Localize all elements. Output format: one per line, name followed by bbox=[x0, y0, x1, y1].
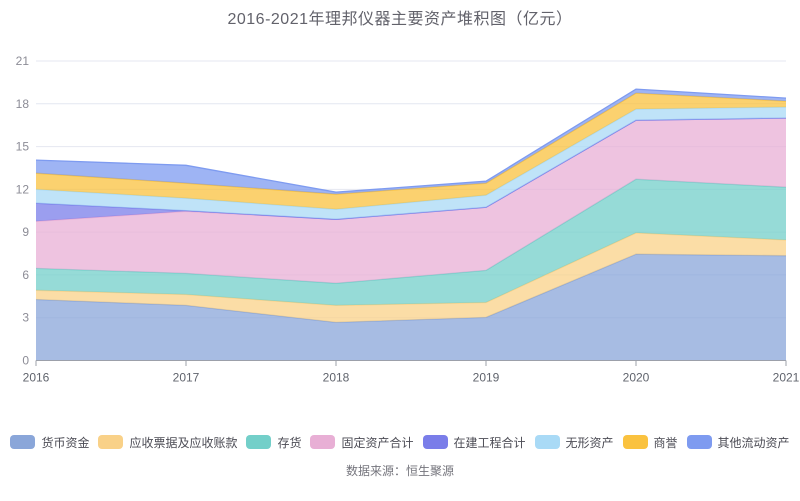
legend-label: 无形资产 bbox=[565, 435, 614, 450]
y-tick-label: 21 bbox=[16, 54, 30, 68]
legend-swatch bbox=[98, 435, 124, 449]
y-tick-label: 9 bbox=[22, 225, 29, 239]
x-tick-label: 2018 bbox=[323, 371, 350, 385]
legend-swatch bbox=[622, 435, 648, 449]
legend-item-8[interactable]: 其他流动资产 bbox=[686, 434, 790, 451]
legend-item-2[interactable]: 应收票据及应收账款 bbox=[98, 434, 237, 451]
legend-label: 货币资金 bbox=[41, 435, 90, 450]
area-series-5 bbox=[36, 118, 786, 222]
area-series-1 bbox=[36, 254, 786, 361]
legend-swatch bbox=[534, 435, 560, 449]
y-tick-label: 3 bbox=[22, 311, 29, 325]
legend-label: 应收票据及应收账款 bbox=[129, 435, 238, 450]
legend-item-5[interactable]: 在建工程合计 bbox=[422, 434, 526, 451]
x-tick-label: 2020 bbox=[623, 371, 650, 385]
area-series-3 bbox=[36, 179, 786, 306]
legend-swatch bbox=[422, 435, 448, 449]
legend-swatch bbox=[686, 435, 712, 449]
area-series-4 bbox=[36, 118, 786, 284]
area-series-6 bbox=[36, 107, 786, 220]
legend-label: 固定资产合计 bbox=[341, 435, 414, 450]
area-topline-8 bbox=[35, 88, 787, 193]
chart-title: 2016-2021年理邦仪器主要资产堆积图（亿元） bbox=[227, 11, 573, 28]
legend-item-7[interactable]: 商誉 bbox=[622, 434, 678, 451]
legend-swatch bbox=[310, 435, 336, 449]
legend-item-4[interactable]: 固定资产合计 bbox=[310, 434, 414, 451]
x-tick-label: 2016 bbox=[23, 371, 50, 385]
chart-legend: 货币资金 应收票据及应收账款 存货 固定资产合计 在建工程合计 无形资产 商誉 其他流动资产 bbox=[0, 431, 800, 453]
area-series-2 bbox=[36, 232, 786, 323]
x-tick-label: 2017 bbox=[173, 371, 200, 385]
legend-swatch bbox=[10, 435, 36, 449]
area-series-7 bbox=[36, 93, 786, 210]
y-tick-label: 12 bbox=[16, 182, 30, 196]
legend-label: 其他流动资产 bbox=[717, 435, 790, 450]
area-series-8 bbox=[36, 89, 786, 195]
legend-label: 商誉 bbox=[653, 435, 678, 450]
legend-swatch bbox=[246, 435, 272, 449]
legend-label: 在建工程合计 bbox=[453, 435, 526, 450]
y-tick-label: 0 bbox=[22, 354, 29, 368]
y-tick-label: 6 bbox=[22, 268, 29, 282]
y-tick-label: 18 bbox=[16, 97, 30, 111]
y-tick-label: 15 bbox=[16, 140, 30, 154]
legend-item-6[interactable]: 无形资产 bbox=[534, 434, 614, 451]
legend-item-3[interactable]: 存货 bbox=[246, 434, 301, 451]
legend-item-1[interactable]: 货币资金 bbox=[10, 434, 89, 451]
data-source-label: 数据来源：恒生聚源 bbox=[345, 464, 454, 478]
stacked-area-chart: 0 3 6 9 12 15 18 21 2016 2017 2018 2019 2020 2021 bbox=[16, 54, 800, 385]
legend-label: 存货 bbox=[277, 435, 302, 450]
x-tick-label: 2021 bbox=[773, 371, 800, 385]
x-tick-label: 2019 bbox=[473, 371, 500, 385]
